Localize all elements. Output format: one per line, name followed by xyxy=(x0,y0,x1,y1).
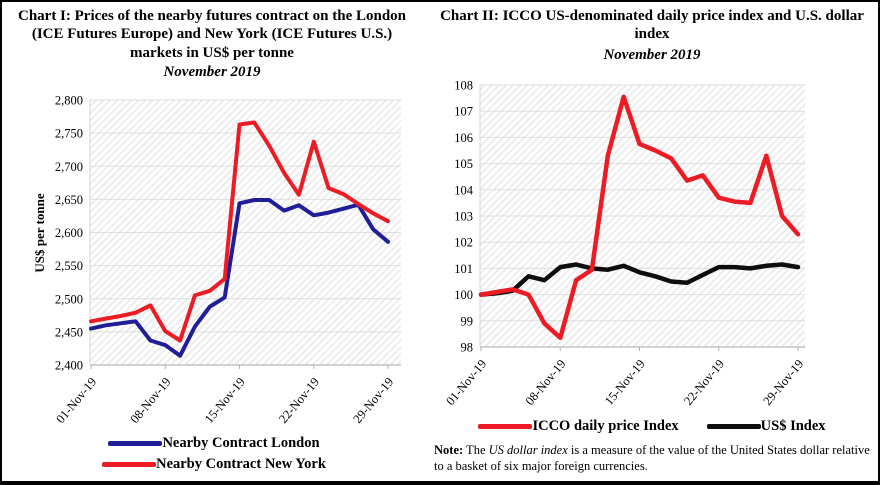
svg-text:2,500: 2,500 xyxy=(55,292,83,306)
legend-item-usd-index: US$ Index xyxy=(706,418,826,435)
svg-text:98: 98 xyxy=(461,341,474,355)
chart2-legend: ICCO daily price Index US$ Index xyxy=(426,418,878,435)
london-line-swatch xyxy=(108,441,163,446)
legend-item-london: Nearby Contract London xyxy=(108,435,320,452)
svg-text:2,450: 2,450 xyxy=(55,325,83,339)
newyork-line-swatch xyxy=(102,462,157,467)
svg-text:2,400: 2,400 xyxy=(55,359,83,373)
svg-text:108: 108 xyxy=(454,79,473,93)
svg-text:103: 103 xyxy=(454,210,473,224)
svg-text:99: 99 xyxy=(461,314,474,328)
svg-text:22-Nov-19: 22-Nov-19 xyxy=(276,375,322,426)
chart2-panel: Chart II: ICCO US-denominated daily pric… xyxy=(426,2,878,481)
note-label: Note: xyxy=(434,443,464,457)
chart2-subtitle: November 2019 xyxy=(603,47,701,63)
svg-text:2,550: 2,550 xyxy=(55,259,83,273)
chart1-legend: Nearby Contract London Nearby Contract N… xyxy=(2,435,426,473)
icco-line-swatch xyxy=(478,424,533,429)
svg-text:2,800: 2,800 xyxy=(55,94,83,108)
chart2-canvas: 98 99 100 101 102 103 104 105 106 107 108 01-Nov-19… xyxy=(443,79,806,408)
note-italic-term: US dollar index xyxy=(488,443,568,457)
usd-index-line-swatch xyxy=(706,424,761,429)
svg-text:29-Nov-19: 29-Nov-19 xyxy=(350,375,396,426)
svg-text:107: 107 xyxy=(454,105,473,119)
svg-text:104: 104 xyxy=(454,183,474,197)
svg-text:08-Nov-19: 08-Nov-19 xyxy=(128,375,174,426)
svg-text:01-Nov-19: 01-Nov-19 xyxy=(53,375,99,426)
svg-text:2,650: 2,650 xyxy=(55,193,83,207)
svg-text:106: 106 xyxy=(454,131,473,145)
svg-text:100: 100 xyxy=(454,288,473,302)
note-text-before: The xyxy=(463,443,489,457)
note-text-after: is a measure of the value of the United … xyxy=(434,443,870,473)
chart1-title: Chart I: Prices of the nearby futures co… xyxy=(17,8,407,61)
chart2-note: Note: The US dollar index is a measure o… xyxy=(434,443,872,474)
svg-text:15-Nov-19: 15-Nov-19 xyxy=(602,357,648,408)
svg-text:01-Nov-19: 01-Nov-19 xyxy=(443,357,489,408)
svg-text:101: 101 xyxy=(454,262,473,276)
chart1-panel: Chart I: Prices of the nearby futures co… xyxy=(2,2,426,481)
svg-text:15-Nov-19: 15-Nov-19 xyxy=(202,375,248,426)
chart2-title: Chart II: ICCO US-denominated daily pric… xyxy=(440,8,864,43)
svg-text:105: 105 xyxy=(454,157,473,171)
legend-label-usd-index: US$ Index xyxy=(760,418,826,434)
svg-text:22-Nov-19: 22-Nov-19 xyxy=(681,357,727,408)
legend-label-icco: ICCO daily price Index xyxy=(532,418,679,434)
legend-label-newyork: Nearby Contract New York xyxy=(156,456,326,472)
svg-text:08-Nov-19: 08-Nov-19 xyxy=(523,357,569,408)
svg-text:2,600: 2,600 xyxy=(55,226,83,240)
chart1-canvas: 2,400 2,450 2,500 2,550 2,600 2,650 2,700 2,750… xyxy=(53,94,401,426)
legend-item-newyork: Nearby Contract New York xyxy=(102,456,326,473)
svg-text:29-Nov-19: 29-Nov-19 xyxy=(760,357,806,408)
chart1-subtitle: November 2019 xyxy=(163,64,261,80)
svg-text:2,750: 2,750 xyxy=(55,127,83,141)
svg-text:2,700: 2,700 xyxy=(55,160,83,174)
legend-label-london: Nearby Contract London xyxy=(162,435,320,451)
svg-text:102: 102 xyxy=(454,236,473,250)
legend-item-icco: ICCO daily price Index xyxy=(478,418,679,435)
